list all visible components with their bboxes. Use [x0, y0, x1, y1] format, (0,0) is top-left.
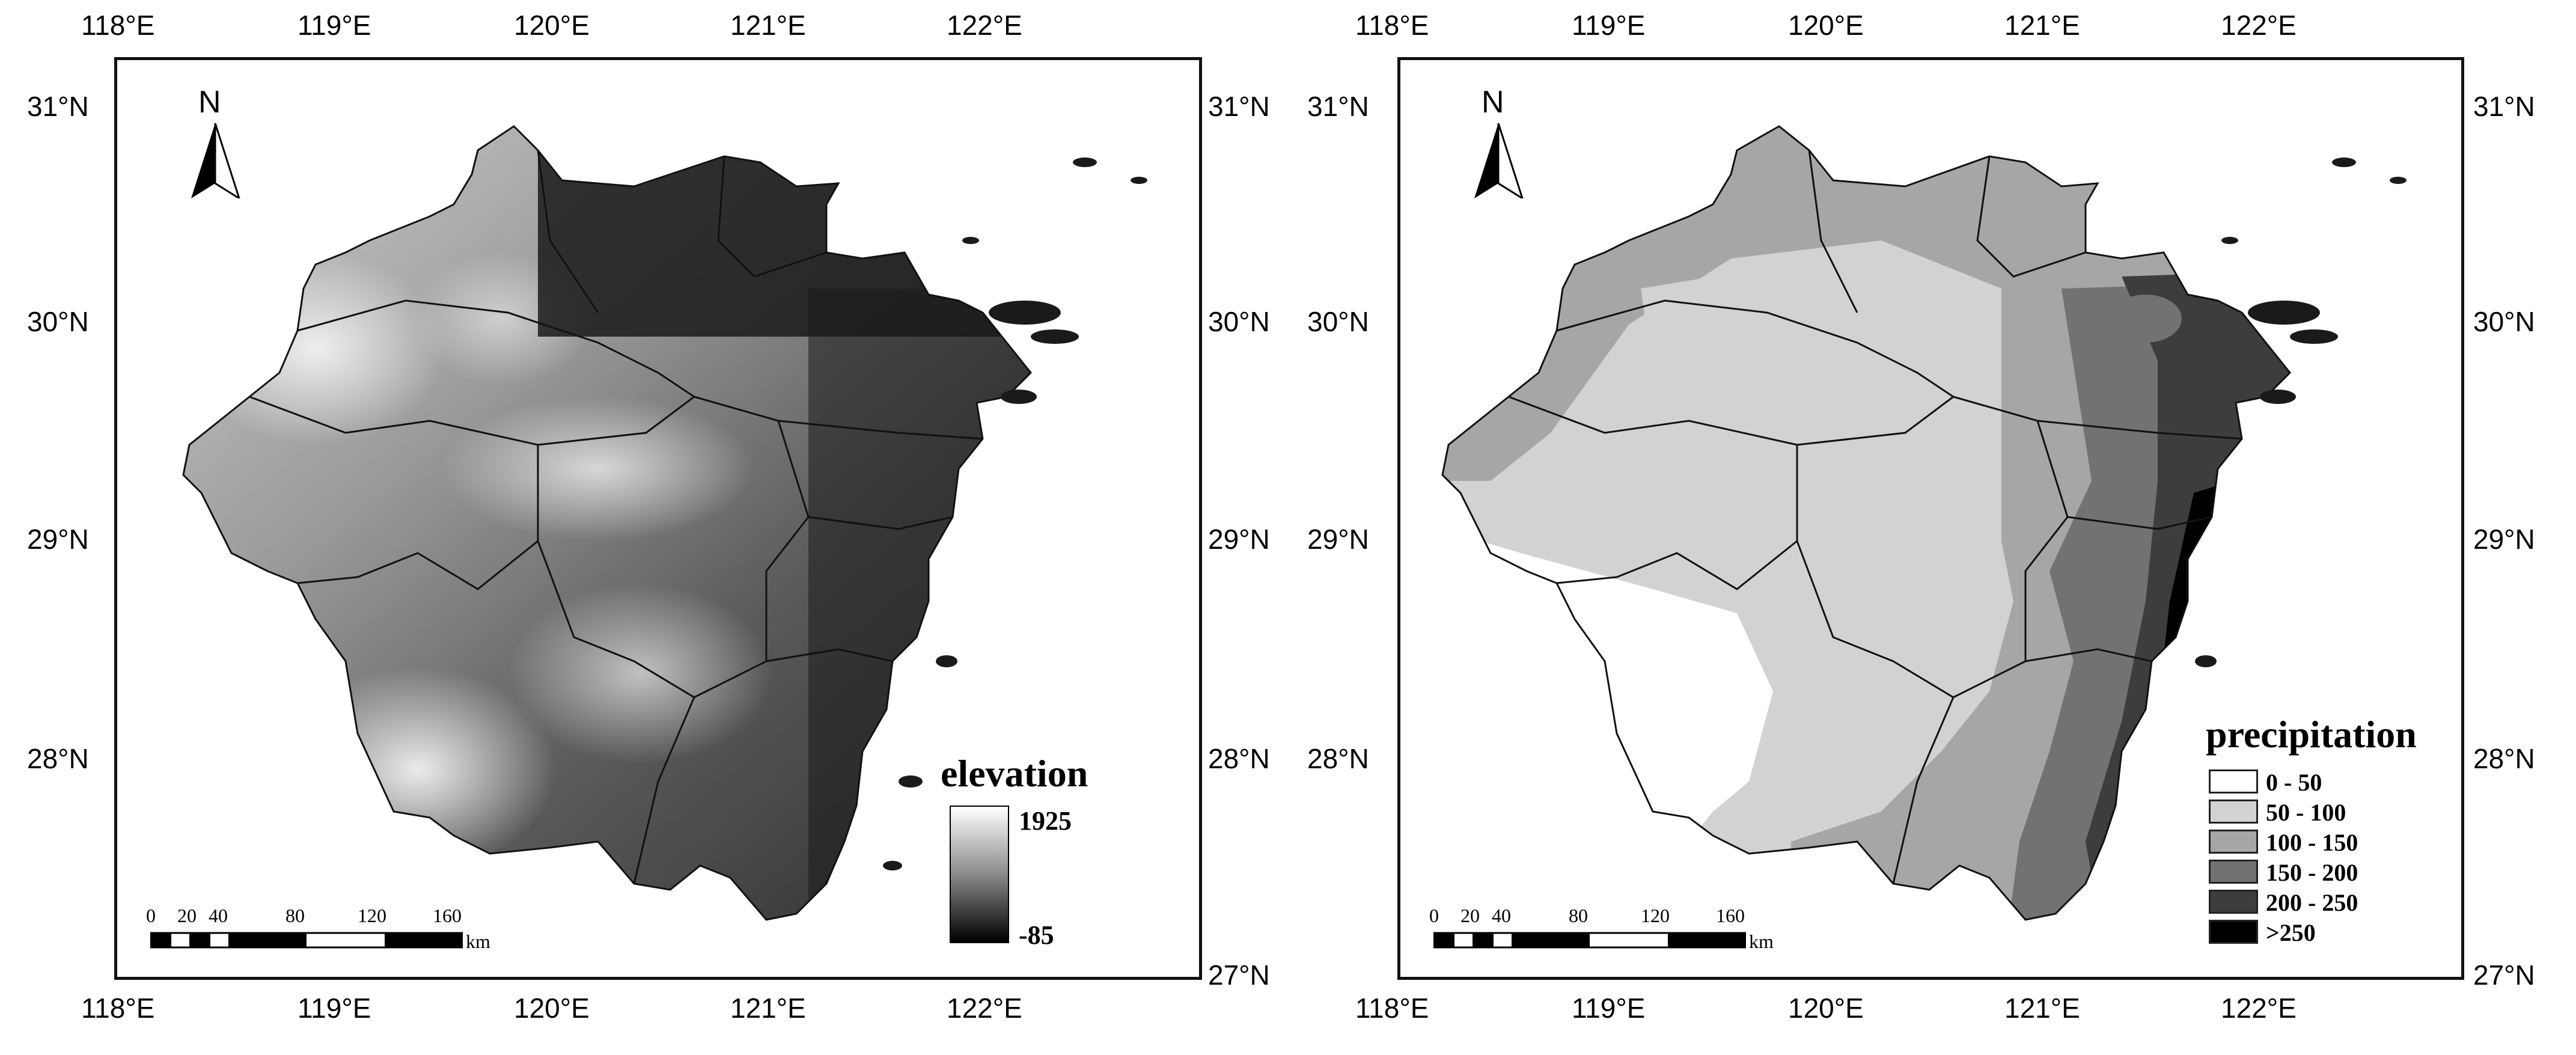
scale-tick-40: 40: [1492, 905, 1511, 926]
north-arrow-icon: [1474, 123, 1524, 198]
scale-tick-20: 20: [1460, 905, 1480, 926]
lat-label-left-28: 28°N: [27, 743, 89, 774]
legend-swatch-150-200: [2209, 860, 2258, 884]
north-arrow-letter: N: [1482, 85, 1504, 120]
lat-label-right-30: 30°N: [2473, 306, 2535, 337]
scale-tick-80: 80: [1569, 905, 1588, 926]
north-arrow-letter: N: [198, 85, 221, 120]
scale-tick-0: 0: [146, 905, 156, 926]
lat-label-left-30: 30°N: [27, 306, 89, 337]
elevation-min-label: -85: [1019, 920, 1054, 950]
precipitation-map-panel: N 0 20 40 80 120 160 km precipitation 0 …: [1397, 57, 2464, 980]
scale-bar-graphic: [1433, 932, 1746, 949]
lon-label-top-119: 119°E: [298, 10, 371, 41]
lat-label-left-28: 28°N: [1307, 743, 1369, 774]
legend-swatch-50-100: [2209, 800, 2258, 824]
lat-label-left-29: 29°N: [1307, 524, 1369, 555]
lat-label-right-27: 27°N: [1208, 959, 1270, 991]
scale-tick-120: 120: [1641, 905, 1670, 926]
legend-label-200-250: 200 - 250: [2266, 889, 2358, 916]
legend-label-over-250: >250: [2266, 919, 2316, 946]
lon-label-top-119: 119°E: [1572, 10, 1646, 41]
lon-label-top-121: 121°E: [2004, 10, 2080, 41]
lat-label-right-28: 28°N: [1208, 743, 1270, 774]
lat-label-right-29: 29°N: [1208, 524, 1270, 555]
north-arrow-icon: [191, 123, 240, 198]
lat-label-right-31: 31°N: [2473, 91, 2535, 122]
lon-label-bottom-119: 119°E: [1572, 992, 1646, 1024]
scale-tick-40: 40: [209, 905, 228, 926]
lat-label-right-30: 30°N: [1208, 306, 1270, 337]
legend-label-0-50: 0 - 50: [2266, 769, 2322, 796]
scale-tick-80: 80: [285, 905, 305, 926]
lon-label-top-120: 120°E: [514, 10, 590, 41]
lon-label-bottom-120: 120°E: [1788, 992, 1864, 1024]
legend-swatch-200-250: [2209, 890, 2258, 914]
scale-tick-160: 160: [433, 905, 462, 926]
lat-label-left-31: 31°N: [27, 91, 89, 122]
lon-label-bottom-118: 118°E: [1355, 992, 1429, 1024]
precipitation-legend-title: precipitation: [2206, 713, 2417, 756]
elevation-colorbar: [950, 806, 1009, 943]
legend-swatch-0-50: [2209, 769, 2258, 794]
scale-bar-graphic: [150, 932, 463, 949]
elevation-map: [182, 125, 1147, 921]
lon-label-top-118: 118°E: [81, 10, 155, 41]
scale-tick-120: 120: [358, 905, 386, 926]
lat-label-left-31: 31°N: [1307, 91, 1369, 122]
lat-label-left-29: 29°N: [27, 524, 89, 555]
lat-label-right-29: 29°N: [2473, 524, 2535, 555]
legend-label-150-200: 150 - 200: [2266, 859, 2358, 886]
lon-label-bottom-121: 121°E: [2004, 992, 2080, 1024]
lon-label-top-122: 122°E: [2221, 10, 2297, 41]
elevation-legend-title: elevation: [941, 752, 1088, 795]
lat-label-right-31: 31°N: [1208, 91, 1270, 122]
lon-label-top-120: 120°E: [1788, 10, 1864, 41]
lat-label-left-30: 30°N: [1307, 306, 1369, 337]
scale-tick-20: 20: [177, 905, 197, 926]
lon-label-bottom-121: 121°E: [730, 992, 806, 1024]
scale-tick-0: 0: [1429, 905, 1439, 926]
lat-label-right-28: 28°N: [2473, 743, 2535, 774]
lon-label-bottom-122: 122°E: [2221, 992, 2297, 1024]
lon-label-top-121: 121°E: [730, 10, 806, 41]
scale-unit: km: [466, 931, 490, 952]
legend-swatch-100-150: [2209, 830, 2258, 854]
lon-label-top-122: 122°E: [947, 10, 1022, 41]
lon-label-bottom-118: 118°E: [81, 992, 155, 1024]
legend-label-100-150: 100 - 150: [2266, 829, 2358, 856]
elevation-max-label: 1925: [1019, 806, 1072, 836]
elevation-map-panel: N 0 20 40 80 120 160 km elevation 1925 -…: [114, 57, 1202, 980]
lon-label-bottom-119: 119°E: [298, 992, 371, 1024]
lon-label-top-118: 118°E: [1355, 10, 1429, 41]
scale-tick-160: 160: [1716, 905, 1745, 926]
lon-label-bottom-120: 120°E: [514, 992, 590, 1024]
lon-label-bottom-122: 122°E: [947, 992, 1022, 1024]
legend-swatch-over-250: [2209, 920, 2258, 944]
scale-unit: km: [1749, 931, 1774, 952]
legend-label-50-100: 50 - 100: [2266, 799, 2346, 826]
precipitation-map: [1441, 125, 2407, 921]
lat-label-right-27: 27°N: [2473, 959, 2535, 991]
